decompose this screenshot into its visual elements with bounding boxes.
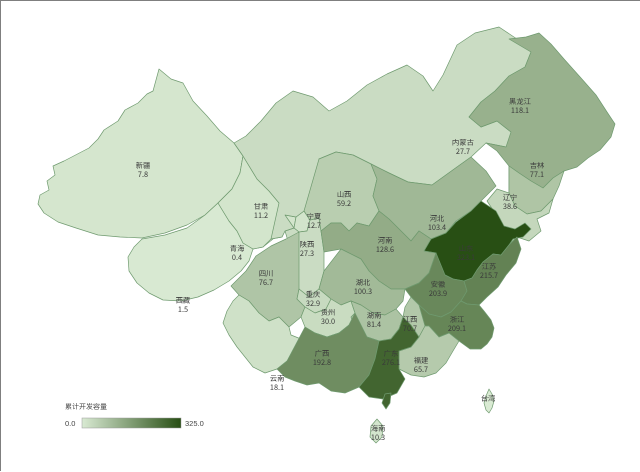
svg-text:累计开发容量: 累计开发容量 xyxy=(65,402,107,412)
svg-text:12.7: 12.7 xyxy=(307,221,321,231)
svg-text:276.1: 276.1 xyxy=(382,358,400,368)
svg-text:192.8: 192.8 xyxy=(313,358,331,368)
svg-text:7.8: 7.8 xyxy=(138,170,148,180)
svg-text:70.7: 70.7 xyxy=(403,324,417,334)
svg-text:0.4: 0.4 xyxy=(232,253,242,263)
svg-text:10.3: 10.3 xyxy=(371,433,385,443)
svg-text:38.6: 38.6 xyxy=(503,202,517,212)
svg-text:81.4: 81.4 xyxy=(367,320,381,330)
svg-text:203.9: 203.9 xyxy=(429,289,447,299)
svg-text:0.0: 0.0 xyxy=(65,419,75,428)
svg-text:76.7: 76.7 xyxy=(259,278,273,288)
svg-text:323.1: 323.1 xyxy=(457,253,475,263)
svg-text:77.1: 77.1 xyxy=(530,170,544,180)
svg-text:1.5: 1.5 xyxy=(178,305,188,315)
svg-text:118.1: 118.1 xyxy=(511,106,529,116)
svg-text:100.3: 100.3 xyxy=(354,287,372,297)
svg-text:18.1: 18.1 xyxy=(270,383,284,393)
svg-text:27.3: 27.3 xyxy=(300,249,314,259)
svg-text:30.0: 30.0 xyxy=(321,317,335,327)
svg-text:128.6: 128.6 xyxy=(376,245,394,255)
svg-text:27.7: 27.7 xyxy=(456,147,470,157)
svg-text:103.4: 103.4 xyxy=(428,223,446,233)
svg-text:325.0: 325.0 xyxy=(185,419,204,428)
svg-text:209.1: 209.1 xyxy=(448,324,466,334)
svg-text:65.7: 65.7 xyxy=(414,365,428,375)
svg-text:11.2: 11.2 xyxy=(254,211,268,221)
svg-text:215.7: 215.7 xyxy=(480,271,498,281)
svg-text:59.2: 59.2 xyxy=(337,199,351,209)
svg-text:32.9: 32.9 xyxy=(306,299,320,309)
svg-text:台湾: 台湾 xyxy=(481,394,496,404)
